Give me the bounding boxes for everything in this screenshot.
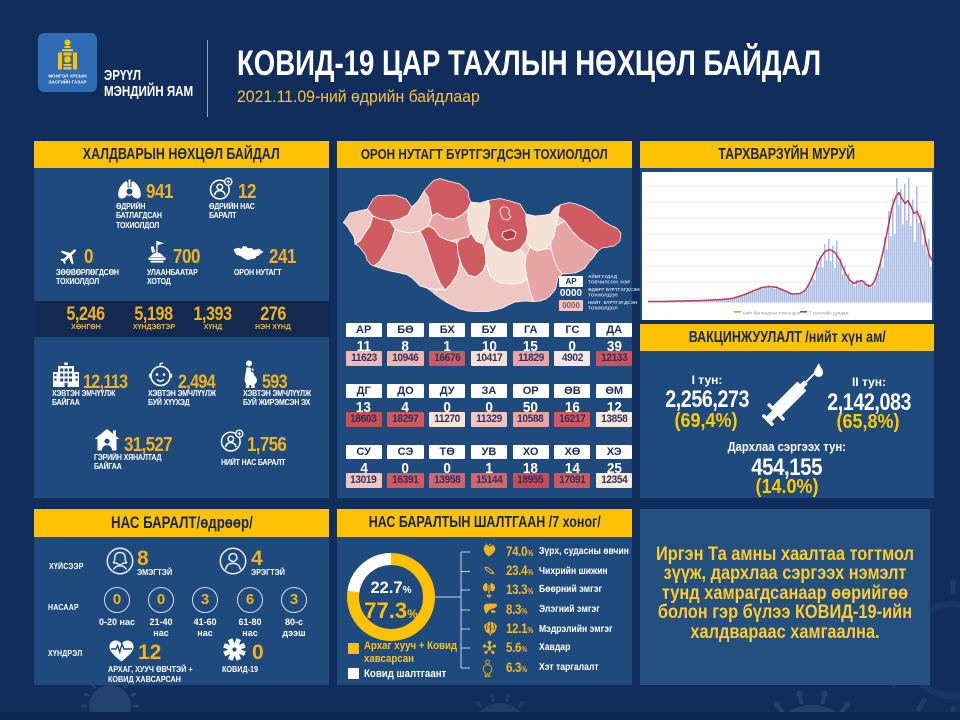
svg-text:ЗАСГИЙН ГАЗАР: ЗАСГИЙН ГАЗАР — [48, 78, 86, 85]
svg-text:МОНГОЛ УЛСЫН: МОНГОЛ УЛСЫН — [48, 74, 87, 79]
svg-text:нийт батлагдсан тохиолдол: нийт батлагдсан тохиолдол — [743, 310, 801, 316]
svg-text:7 хоногийн дундаж: 7 хоногийн дундаж — [809, 310, 848, 316]
